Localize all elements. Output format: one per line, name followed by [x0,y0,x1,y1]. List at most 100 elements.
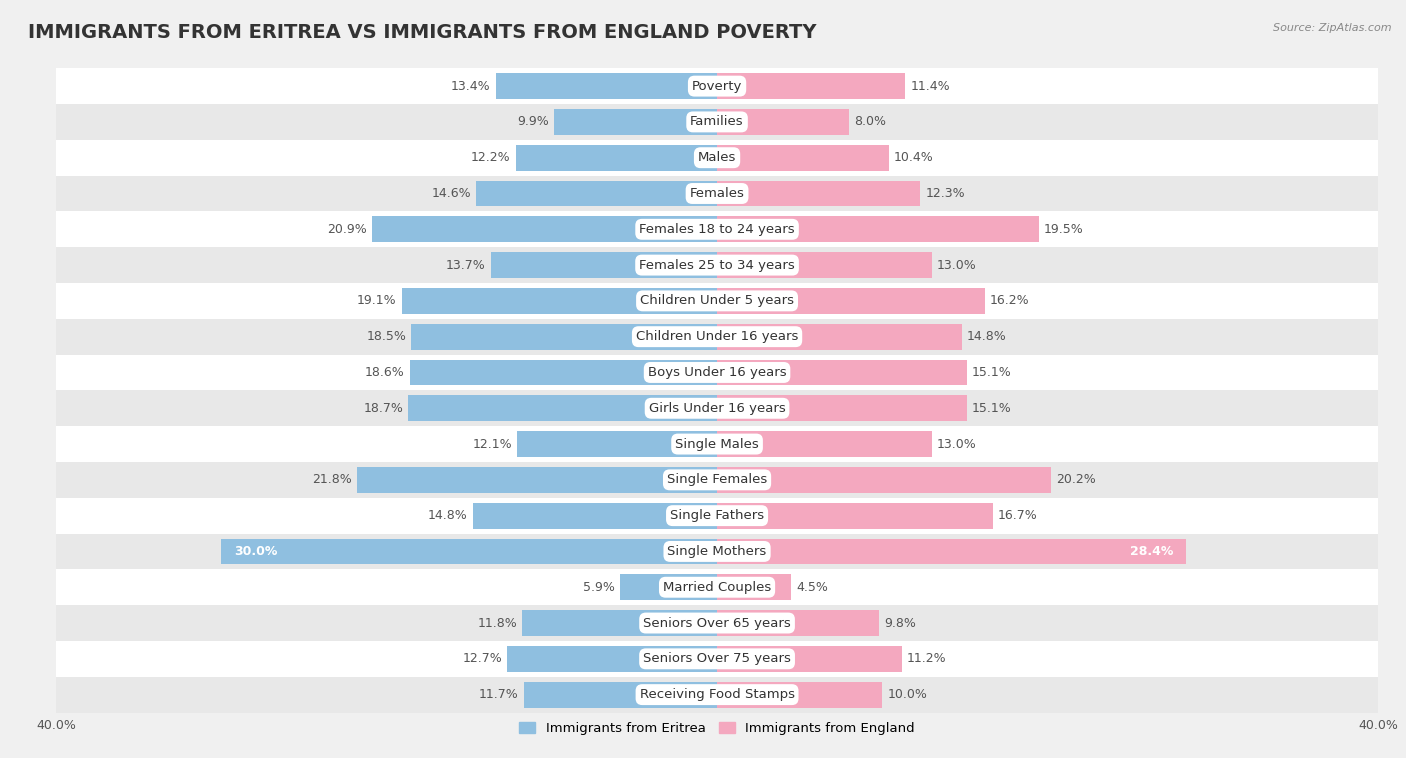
Text: 10.4%: 10.4% [894,151,934,164]
Text: 12.2%: 12.2% [471,151,510,164]
Text: 13.0%: 13.0% [936,437,977,450]
Bar [56,462,1378,498]
Bar [524,681,717,707]
Text: Males: Males [697,151,737,164]
Bar [717,288,984,314]
Bar [56,104,1378,139]
Text: 16.2%: 16.2% [990,294,1029,308]
Text: Receiving Food Stamps: Receiving Food Stamps [640,688,794,701]
Text: 18.6%: 18.6% [366,366,405,379]
Text: 11.2%: 11.2% [907,653,946,666]
Bar [56,677,1378,713]
Bar [56,605,1378,641]
Bar [491,252,717,278]
Text: Married Couples: Married Couples [664,581,770,594]
Text: 11.4%: 11.4% [910,80,950,92]
Bar [554,109,717,135]
Text: Children Under 16 years: Children Under 16 years [636,330,799,343]
Bar [717,145,889,171]
Text: Poverty: Poverty [692,80,742,92]
Bar [508,646,717,672]
Bar [496,74,717,99]
Bar [717,681,883,707]
Text: Females 18 to 24 years: Females 18 to 24 years [640,223,794,236]
Bar [472,503,717,528]
Bar [717,74,905,99]
Bar [717,180,921,206]
Text: 12.3%: 12.3% [925,187,965,200]
Bar [717,467,1050,493]
Text: Single Mothers: Single Mothers [668,545,766,558]
Text: 13.7%: 13.7% [446,258,486,271]
Bar [371,217,717,243]
Text: 19.1%: 19.1% [357,294,396,308]
Text: 10.0%: 10.0% [887,688,927,701]
Bar [717,575,792,600]
Bar [717,396,966,421]
Text: 19.5%: 19.5% [1045,223,1084,236]
Bar [717,252,932,278]
Text: 14.8%: 14.8% [966,330,1007,343]
Text: Children Under 5 years: Children Under 5 years [640,294,794,308]
Bar [717,324,962,349]
Text: Families: Families [690,115,744,128]
Bar [516,145,717,171]
Bar [402,288,717,314]
Bar [409,359,717,385]
Text: Females: Females [689,187,745,200]
Text: Source: ZipAtlas.com: Source: ZipAtlas.com [1274,23,1392,33]
Bar [522,610,717,636]
Legend: Immigrants from Eritrea, Immigrants from England: Immigrants from Eritrea, Immigrants from… [513,715,921,741]
Text: Single Females: Single Females [666,473,768,487]
Bar [56,319,1378,355]
Bar [717,431,932,457]
Text: IMMIGRANTS FROM ERITREA VS IMMIGRANTS FROM ENGLAND POVERTY: IMMIGRANTS FROM ERITREA VS IMMIGRANTS FR… [28,23,817,42]
Bar [517,431,717,457]
Bar [408,396,717,421]
Text: 14.6%: 14.6% [432,187,471,200]
Text: 18.5%: 18.5% [367,330,406,343]
Bar [56,139,1378,176]
Text: 18.7%: 18.7% [363,402,404,415]
Bar [56,211,1378,247]
Bar [717,610,879,636]
Text: 30.0%: 30.0% [235,545,278,558]
Bar [56,641,1378,677]
Text: 4.5%: 4.5% [796,581,828,594]
Bar [56,355,1378,390]
Text: Girls Under 16 years: Girls Under 16 years [648,402,786,415]
Text: 14.8%: 14.8% [427,509,468,522]
Text: 8.0%: 8.0% [855,115,886,128]
Bar [717,503,993,528]
Bar [56,176,1378,211]
Text: 21.8%: 21.8% [312,473,352,487]
Bar [717,359,966,385]
Bar [412,324,717,349]
Bar [56,283,1378,319]
Bar [56,247,1378,283]
Text: Boys Under 16 years: Boys Under 16 years [648,366,786,379]
Text: 9.9%: 9.9% [517,115,548,128]
Text: Single Fathers: Single Fathers [671,509,763,522]
Bar [56,68,1378,104]
Bar [222,539,717,564]
Bar [717,217,1039,243]
Text: Females 25 to 34 years: Females 25 to 34 years [640,258,794,271]
Bar [56,569,1378,605]
Bar [357,467,717,493]
Text: 15.1%: 15.1% [972,402,1011,415]
Bar [475,180,717,206]
Bar [56,534,1378,569]
Text: 20.9%: 20.9% [328,223,367,236]
Text: 20.2%: 20.2% [1056,473,1095,487]
Text: 11.8%: 11.8% [478,616,517,630]
Text: 13.4%: 13.4% [451,80,491,92]
Text: 12.7%: 12.7% [463,653,502,666]
Bar [56,390,1378,426]
Bar [620,575,717,600]
Text: Single Males: Single Males [675,437,759,450]
Bar [717,109,849,135]
Text: 9.8%: 9.8% [884,616,915,630]
Bar [717,539,1187,564]
Bar [56,426,1378,462]
